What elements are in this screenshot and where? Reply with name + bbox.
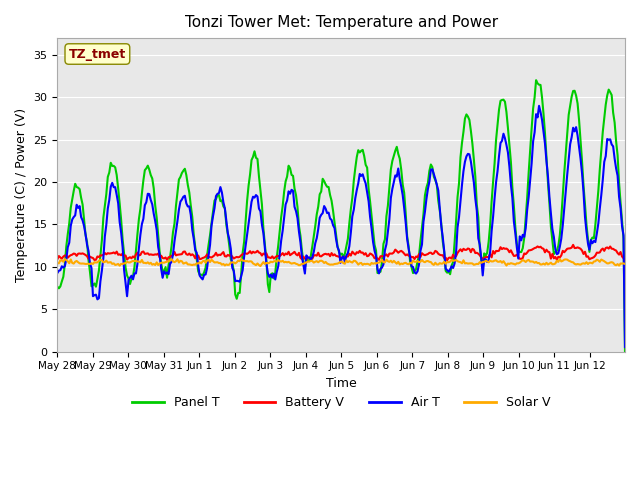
X-axis label: Time: Time [326,377,356,390]
Air T [458,182,466,188]
Solar V [91,259,99,265]
Battery V [621,258,629,264]
Battery V [543,247,550,252]
Air T [54,270,61,276]
Y-axis label: Temperature (C) / Power (V): Temperature (C) / Power (V) [15,108,28,282]
Solar V [54,260,61,266]
Panel T [54,284,61,289]
Panel T [532,77,540,83]
Battery V [346,251,353,257]
Battery V [54,256,61,262]
Air T [618,223,626,229]
Line: Air T: Air T [58,106,625,347]
Legend: Panel T, Battery V, Air T, Solar V: Panel T, Battery V, Air T, Solar V [127,391,555,414]
Solar V [347,259,355,265]
Line: Battery V: Battery V [58,245,625,261]
Battery V [458,249,466,254]
Panel T [618,217,626,223]
Battery V [73,253,81,259]
Line: Panel T: Panel T [58,80,625,353]
Panel T [346,220,353,226]
Battery V [91,257,99,263]
Title: Tonzi Tower Met: Temperature and Power: Tonzi Tower Met: Temperature and Power [184,15,498,30]
Panel T [73,184,81,190]
Panel T [544,180,552,185]
Air T [621,344,629,350]
Line: Solar V: Solar V [58,259,625,266]
Solar V [73,258,81,264]
Air T [346,243,353,249]
Text: TZ_tmet: TZ_tmet [68,48,126,60]
Air T [535,103,543,108]
Solar V [556,256,564,262]
Panel T [621,350,629,356]
Solar V [257,263,264,269]
Battery V [618,253,626,259]
Solar V [621,261,629,267]
Solar V [620,261,627,266]
Air T [91,292,99,298]
Solar V [544,262,552,267]
Battery V [570,242,577,248]
Panel T [458,140,466,146]
Air T [73,202,81,208]
Panel T [91,281,99,287]
Solar V [460,257,467,263]
Air T [544,173,552,179]
